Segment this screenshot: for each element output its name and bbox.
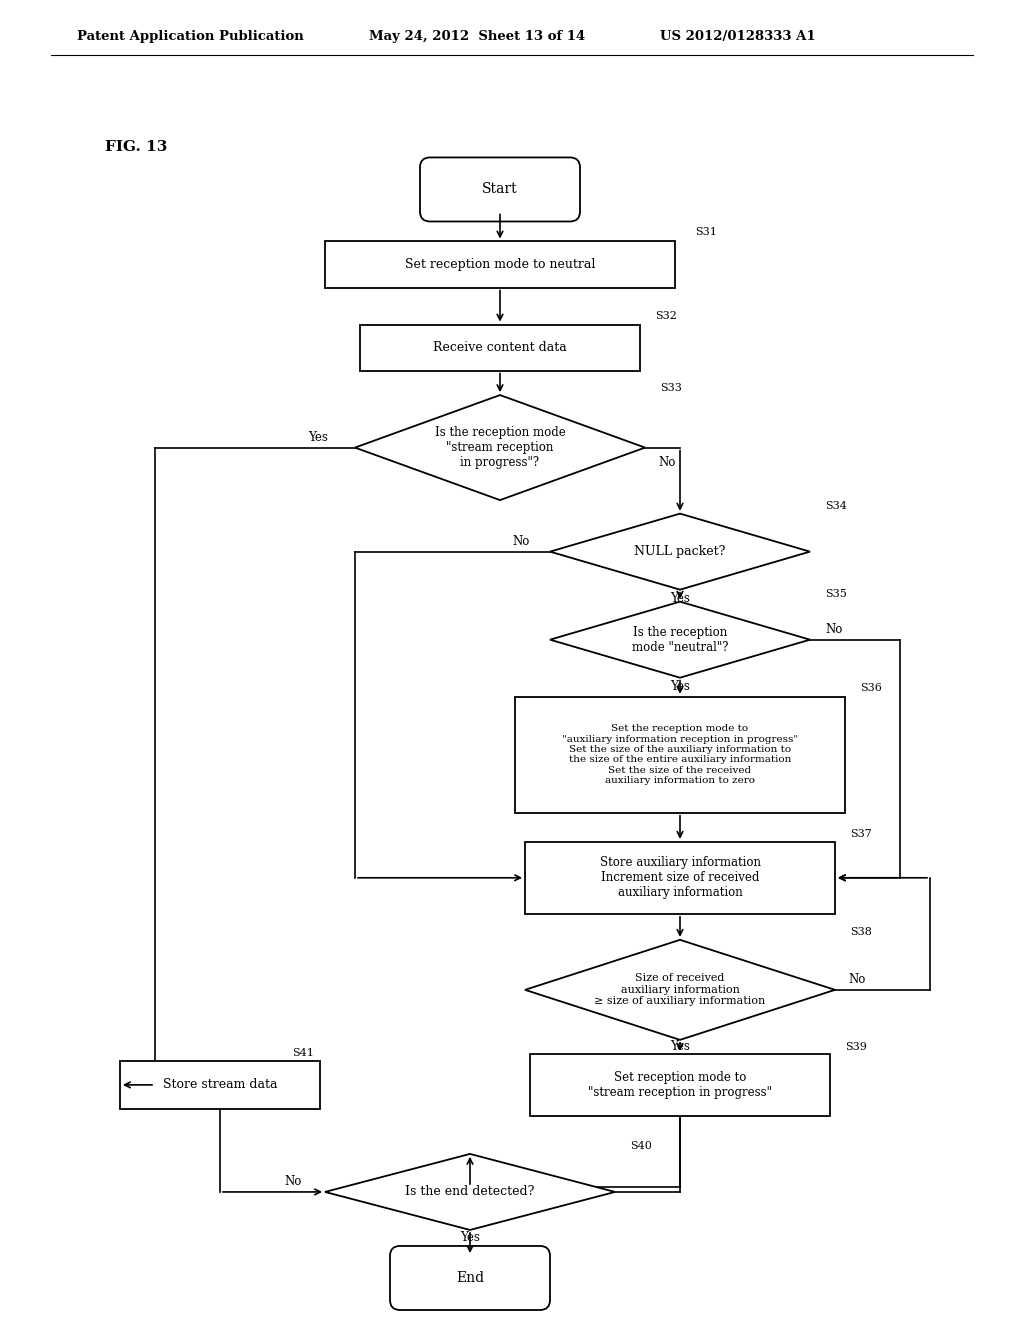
Text: S32: S32 <box>655 310 677 321</box>
Text: Receive content data: Receive content data <box>433 341 567 354</box>
Text: No: No <box>848 973 865 986</box>
Text: Yes: Yes <box>670 1040 690 1053</box>
Text: No: No <box>513 535 530 548</box>
Text: No: No <box>825 623 843 636</box>
Text: No: No <box>658 457 676 469</box>
Text: May 24, 2012  Sheet 13 of 14: May 24, 2012 Sheet 13 of 14 <box>369 30 585 44</box>
Text: S41: S41 <box>292 1048 314 1057</box>
Text: NULL packet?: NULL packet? <box>634 545 726 558</box>
Text: FIG. 13: FIG. 13 <box>105 140 167 154</box>
Bar <box>525 842 835 913</box>
Bar <box>120 1061 319 1109</box>
Text: No: No <box>285 1175 302 1188</box>
FancyBboxPatch shape <box>390 1246 550 1309</box>
Polygon shape <box>325 1154 615 1230</box>
Polygon shape <box>525 940 835 1040</box>
Text: S40: S40 <box>630 1140 652 1151</box>
Text: Start: Start <box>482 182 518 197</box>
Text: Is the end detected?: Is the end detected? <box>406 1185 535 1199</box>
Text: S34: S34 <box>825 500 847 511</box>
Text: Yes: Yes <box>308 432 328 444</box>
Text: Set the reception mode to
"auxiliary information reception in progress"
Set the : Set the reception mode to "auxiliary inf… <box>562 725 798 785</box>
Polygon shape <box>550 513 810 590</box>
Text: S35: S35 <box>825 589 847 599</box>
Polygon shape <box>550 602 810 677</box>
Text: Set reception mode to
"stream reception in progress": Set reception mode to "stream reception … <box>588 1071 772 1098</box>
Text: Store stream data: Store stream data <box>163 1078 278 1092</box>
Text: Size of received
auxiliary information
≥ size of auxiliary information: Size of received auxiliary information ≥… <box>594 973 766 1006</box>
FancyBboxPatch shape <box>420 157 580 222</box>
Text: S38: S38 <box>850 927 871 937</box>
Text: Set reception mode to neutral: Set reception mode to neutral <box>404 257 595 271</box>
Text: Yes: Yes <box>460 1232 480 1245</box>
Text: End: End <box>456 1271 484 1284</box>
Text: S33: S33 <box>660 383 682 392</box>
Text: Is the reception
mode "neutral"?: Is the reception mode "neutral"? <box>632 626 728 653</box>
Text: S36: S36 <box>860 682 882 693</box>
Text: Patent Application Publication: Patent Application Publication <box>77 30 303 44</box>
Bar <box>360 325 640 371</box>
Bar <box>325 242 675 288</box>
Bar <box>515 697 845 813</box>
Text: Store auxiliary information
Increment size of received
auxiliary information: Store auxiliary information Increment si… <box>599 857 761 899</box>
Text: S37: S37 <box>850 829 871 838</box>
Text: S31: S31 <box>695 227 717 238</box>
Text: Yes: Yes <box>670 680 690 693</box>
Text: Yes: Yes <box>670 593 690 605</box>
Bar <box>530 1053 830 1115</box>
Text: S39: S39 <box>845 1041 867 1052</box>
Text: US 2012/0128333 A1: US 2012/0128333 A1 <box>660 30 816 44</box>
Text: Is the reception mode
"stream reception
in progress"?: Is the reception mode "stream reception … <box>434 426 565 469</box>
Polygon shape <box>355 395 645 500</box>
